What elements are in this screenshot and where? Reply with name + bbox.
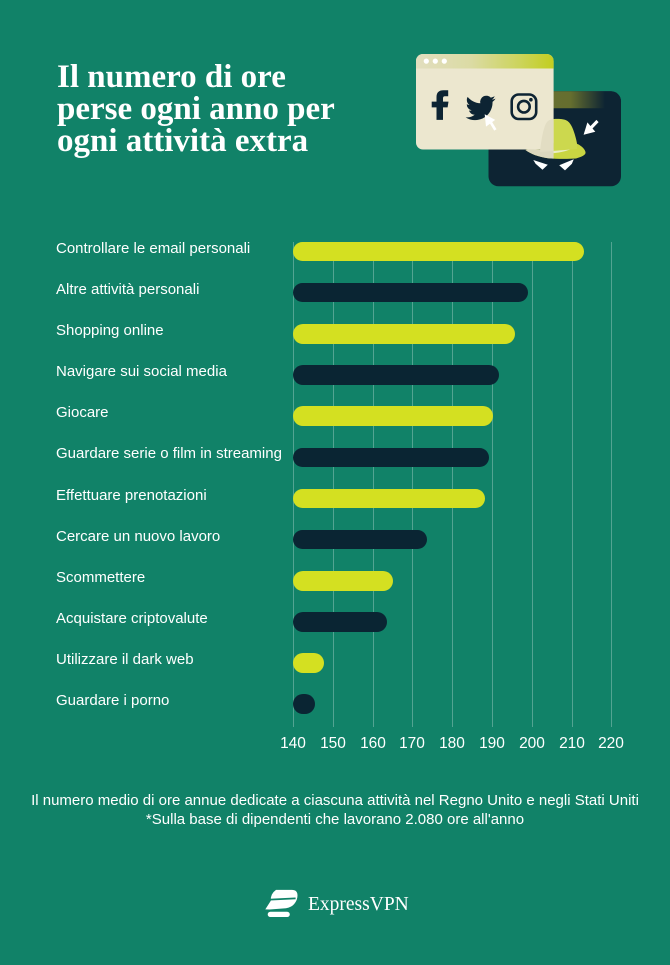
svg-text:ExpressVPN: ExpressVPN bbox=[308, 894, 409, 915]
